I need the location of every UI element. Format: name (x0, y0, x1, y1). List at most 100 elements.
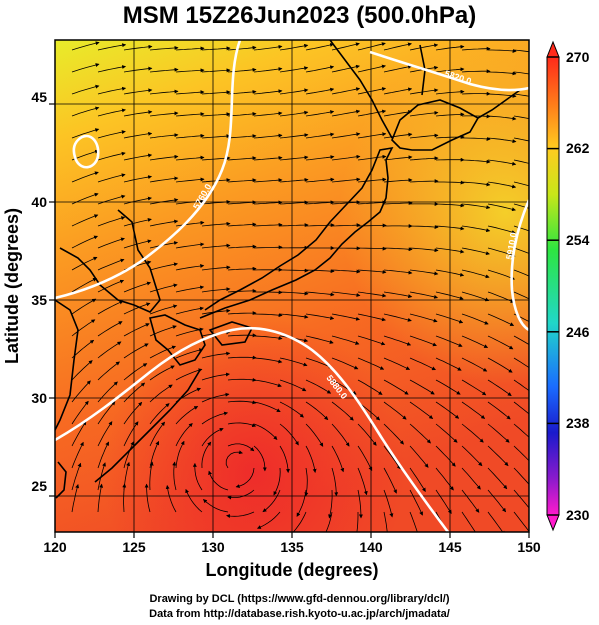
streamline-arrow (97, 361, 120, 381)
streamline-arrow (71, 462, 82, 491)
streamline-arrow (513, 159, 529, 164)
streamline-arrow (253, 313, 283, 318)
streamline-arrow (357, 177, 387, 183)
streamline-arrow (461, 423, 484, 443)
streamline-arrow (123, 363, 148, 381)
streamline-arrow (279, 423, 299, 446)
streamline-arrow (149, 89, 179, 95)
streamline-arrow (227, 422, 257, 428)
streamline-arrow (149, 154, 179, 161)
streamline-arrow (175, 46, 205, 51)
streamline-arrow (357, 200, 387, 205)
streamline-arrow (149, 176, 179, 183)
streamline-arrow (383, 357, 411, 370)
streamline-arrow (383, 379, 409, 395)
streamline-arrow (123, 110, 153, 117)
streamline-arrow (461, 247, 490, 256)
streamline-arrow (357, 423, 377, 446)
russia-coastline (329, 40, 393, 139)
x-tick-labels: 120 125 130 135 140 145 150 (43, 539, 541, 555)
streamline-arrow (305, 401, 329, 421)
x-tick-135: 135 (280, 539, 304, 555)
credit-data-source: Data from http://database.rish.kyoto-u.a… (149, 608, 450, 620)
x-tick-125: 125 (122, 539, 146, 555)
streamline-arrow (487, 511, 505, 532)
streamline-arrow (279, 200, 309, 205)
streamline-arrow (487, 291, 515, 303)
streamline-arrow (513, 93, 529, 97)
y-tick-35: 35 (31, 292, 47, 308)
streamline-arrow (201, 243, 231, 249)
streamline-arrow (97, 130, 126, 139)
streamline-arrow (123, 218, 152, 227)
streamline-arrow (513, 291, 529, 300)
credit-drawing: Drawing by DCL (https://www.gfd-dennou.o… (149, 593, 450, 605)
colorbar-min-arrow (546, 514, 560, 532)
streamline-arrow (201, 90, 231, 95)
streamline-arrow (513, 269, 529, 277)
streamline-arrow (383, 291, 413, 299)
streamline-arrow (409, 379, 435, 395)
streamline-arrow (279, 177, 309, 183)
streamline-arrow (513, 71, 529, 75)
streamline-arrow (175, 220, 205, 227)
streamline-arrow (253, 111, 283, 117)
streamline-arrow (123, 131, 153, 139)
streamline-arrow (149, 345, 177, 359)
streamline-arrow (383, 511, 388, 532)
streamline-arrow (409, 489, 423, 516)
streamline-arrow (409, 291, 439, 299)
streamline-arrow (435, 423, 458, 443)
streamline-arrow (357, 291, 387, 298)
streamline-arrow (357, 467, 368, 496)
streamline-arrow (383, 110, 413, 117)
streamline-arrow (71, 214, 99, 227)
streamline-arrow (487, 467, 508, 490)
streamline-arrow (305, 177, 335, 183)
kuril-coastline (477, 89, 521, 119)
streamline-arrow (435, 313, 464, 324)
y-tick-25: 25 (31, 478, 47, 494)
streamline-arrow (201, 441, 212, 469)
streamline-arrow (149, 421, 166, 447)
streamline-arrow (71, 319, 96, 337)
streamline-arrow (227, 288, 257, 293)
taiwan-coastline (55, 461, 67, 499)
streamline-arrow (201, 427, 224, 447)
x-tick-150: 150 (517, 539, 541, 555)
streamline-arrow (487, 357, 513, 373)
streamline-arrow (305, 423, 324, 447)
streamline-arrow (149, 384, 173, 403)
ryukyu-coastline (94, 369, 201, 483)
streamline-arrow (383, 155, 413, 161)
streamline-arrow (201, 287, 231, 293)
streamline-arrow (123, 88, 153, 95)
streamline-arrow (279, 155, 309, 161)
streamline-arrow (461, 489, 480, 513)
streamline-arrow (279, 110, 309, 117)
streamline-arrow (409, 225, 439, 230)
streamline-arrow (409, 445, 429, 468)
colorbar-bar (546, 56, 560, 516)
streamline-arrow (201, 221, 231, 227)
streamline-arrow (487, 181, 517, 189)
streamline-arrow (487, 423, 510, 443)
streamline-arrow (462, 136, 491, 141)
streamline-arrow (97, 43, 127, 51)
streamline-arrow (175, 440, 185, 469)
streamline-arrow (435, 379, 461, 395)
streamline-arrow (201, 112, 231, 117)
streamline-arrow (253, 445, 267, 472)
streamline-arrow (487, 203, 516, 212)
streamline-arrow (253, 357, 283, 364)
streamline-arrow (97, 86, 127, 95)
streamline-arrow (123, 66, 153, 73)
streamline-arrow (383, 489, 394, 518)
streamline-arrow (279, 445, 290, 474)
streamline-arrow (227, 222, 257, 227)
streamline-arrow (513, 49, 529, 53)
streamline-arrow (71, 171, 99, 183)
korea-coastline (59, 209, 161, 313)
streamline-arrow (461, 203, 491, 210)
streamline-arrow (71, 63, 100, 73)
